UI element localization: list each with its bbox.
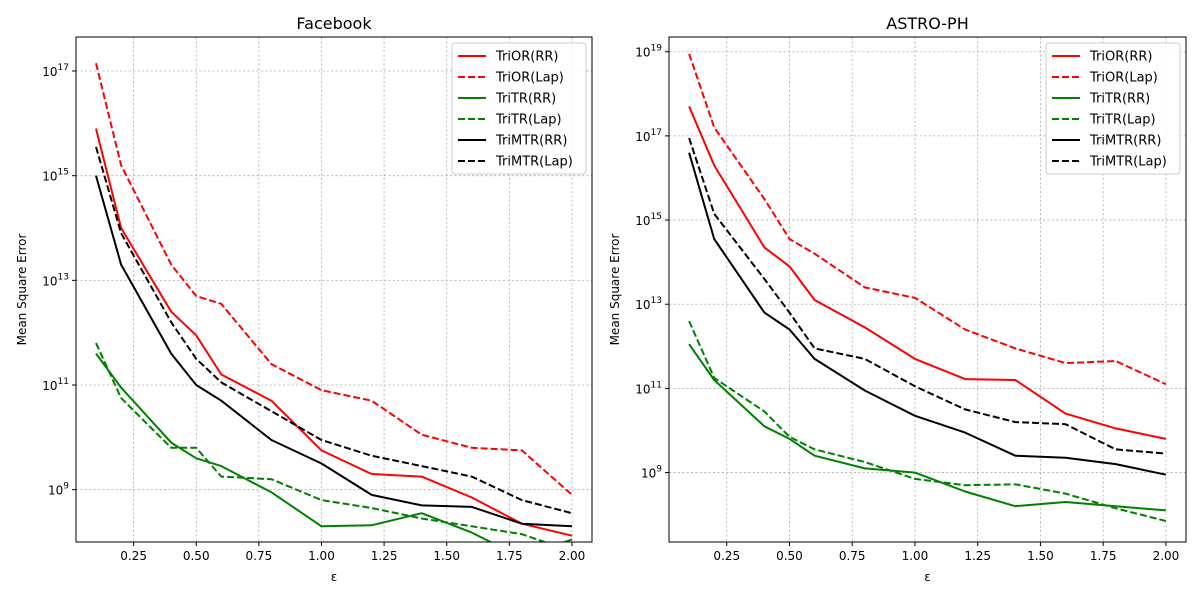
series-line-TriOR(Lap)	[688, 53, 1167, 386]
y-tick-label: 1015	[635, 212, 662, 228]
x-tick-label: 0.50	[776, 549, 803, 563]
legend-label: TriTR(Lap)	[1089, 113, 1156, 128]
chart-panel-1: 0.25 0.50 0.75 1.00 1.25 1.50 1.75 2.00 109 1011 1…	[608, 14, 1187, 584]
x-tick-label: 2.00	[1153, 549, 1180, 563]
x-tick-label: 1.25	[371, 549, 398, 563]
legend-label: TriTR(Lap)	[495, 113, 562, 128]
legend: TriOR(RR) TriOR(Lap) TriTR(RR) TriTR(Lap) Tr…	[1045, 42, 1181, 175]
x-tick-label: 0.50	[183, 549, 210, 563]
y-tick-label: 1011	[635, 380, 662, 396]
y-tick-label: 1017	[42, 63, 69, 79]
series-line-TriMTR(RR)	[95, 175, 573, 528]
x-tick-label: 0.25	[120, 549, 147, 563]
series-line-TriMTR(RR)	[688, 152, 1167, 476]
x-tick-label: 1.75	[496, 549, 523, 563]
legend-label: TriOR(RR)	[495, 50, 558, 65]
series-line-TriTR(Lap)	[95, 342, 548, 542]
chart-title: Facebook	[296, 14, 372, 33]
x-tick-label: 1.50	[1027, 549, 1054, 563]
y-tick-label: 1017	[635, 128, 662, 144]
y-tick-label: 109	[641, 465, 662, 481]
x-tick-label: 0.75	[245, 549, 272, 563]
x-axis-label: ε	[924, 570, 931, 584]
y-tick-label: 1013	[42, 272, 69, 288]
series-line-TriTR(Lap)	[688, 320, 1167, 522]
legend-box	[1045, 42, 1181, 175]
chart-panel-0: 0.25 0.50 0.75 1.00 1.25 1.50 1.75 2.00 109 1011 1…	[15, 14, 593, 584]
legend-label: TriMTR(Lap)	[495, 155, 573, 170]
x-tick-label: 1.75	[1090, 549, 1117, 563]
x-axis-label: ε	[331, 570, 338, 584]
series-line-TriMTR(Lap)	[95, 146, 573, 515]
x-tick-label: 1.50	[433, 549, 460, 563]
legend-label: TriTR(RR)	[495, 92, 556, 107]
chart-title: ASTRO-PH	[886, 14, 968, 33]
legend-label: TriOR(Lap)	[495, 71, 564, 86]
x-tick-label: 0.75	[839, 549, 866, 563]
series-line-TriOR(RR)	[688, 106, 1167, 440]
x-tick-label: 2.00	[559, 549, 586, 563]
y-tick-label: 1013	[635, 296, 662, 312]
y-tick-label: 1011	[42, 377, 69, 393]
legend-box	[451, 42, 587, 175]
y-tick-label: 1019	[635, 44, 662, 60]
plot-frame	[75, 36, 593, 543]
series-group	[688, 53, 1167, 522]
series-group	[95, 62, 573, 542]
x-tick-label: 0.25	[713, 549, 740, 563]
legend-label: TriOR(Lap)	[1089, 71, 1158, 86]
series-line-TriTR(RR)	[688, 343, 1166, 512]
legend-label: TriTR(RR)	[1089, 92, 1150, 107]
legend: TriOR(RR) TriOR(Lap) TriTR(RR) TriTR(Lap) Tr…	[451, 42, 587, 175]
x-tick-label: 1.25	[964, 549, 991, 563]
x-tick-label: 1.00	[308, 549, 335, 563]
series-line-TriTR(RR)	[95, 353, 573, 542]
y-axis-label: Mean Square Error	[608, 234, 622, 346]
y-tick-label: 109	[48, 482, 69, 498]
x-tick-label: 1.00	[902, 549, 929, 563]
y-tick-label: 1015	[42, 168, 69, 184]
legend-label: TriMTR(RR)	[1089, 134, 1161, 149]
y-axis-label: Mean Square Error	[15, 234, 29, 346]
plot-frame	[668, 36, 1187, 543]
legend-label: TriMTR(Lap)	[1089, 155, 1167, 170]
legend-label: TriMTR(RR)	[495, 134, 567, 149]
series-line-TriOR(RR)	[95, 128, 573, 537]
series-line-TriMTR(Lap)	[688, 137, 1166, 455]
legend-label: TriOR(RR)	[1089, 50, 1152, 65]
